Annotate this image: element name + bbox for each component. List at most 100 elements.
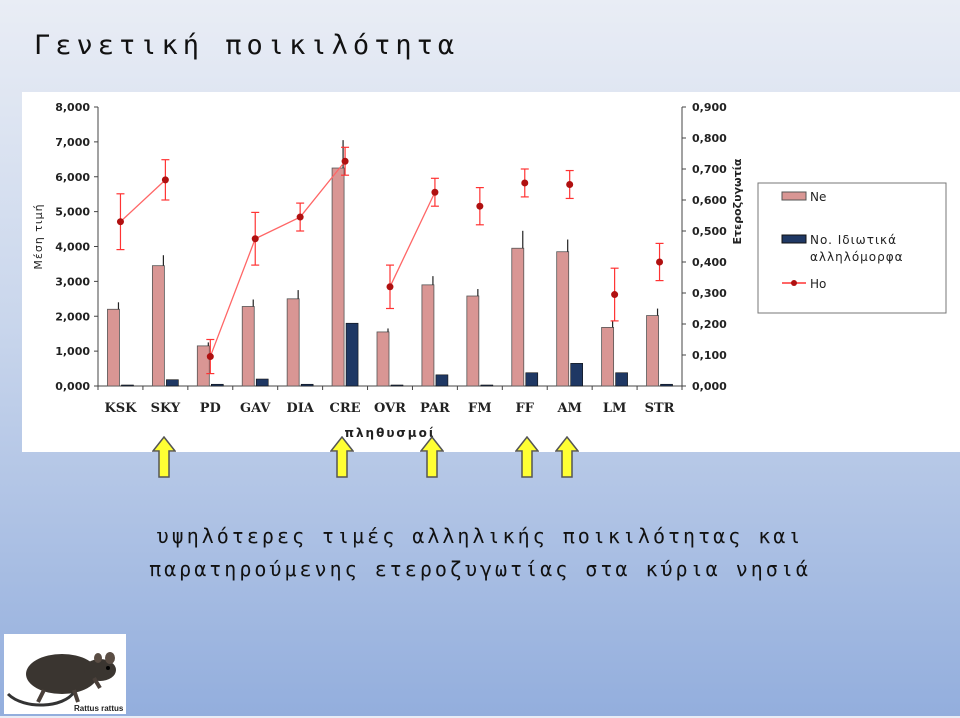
bar-ne: [241, 306, 255, 387]
ho-point: [611, 291, 619, 299]
bar-private-alleles: [525, 372, 539, 387]
bar-ne: [421, 284, 435, 387]
category-label: SKY: [151, 401, 181, 416]
legend-label-private: No. Ιδιωτικά αλληλόμορφα: [810, 233, 904, 264]
legend-label-private-line1: No. Ιδιωτικά: [810, 233, 897, 247]
y-tick-label: 1,000: [55, 345, 90, 358]
y2-tick-label: 0,500: [692, 225, 727, 238]
x-axis-title: πληθυσμοί: [344, 426, 435, 440]
bar-private-alleles: [166, 379, 179, 387]
bar-private-alleles: [435, 374, 449, 387]
legend-label-ho: Ho: [810, 277, 826, 291]
category-label: CRE: [330, 401, 361, 416]
rat-photo: [4, 634, 126, 714]
ho-point: [476, 202, 484, 210]
ho-point: [341, 157, 349, 165]
category-label: AM: [556, 401, 581, 416]
y-tick-label: 4,000: [55, 241, 90, 254]
chart-labels: 0,000 1,000 2,000 3,000 4,000 5,000 6,000 7,000…: [32, 101, 744, 440]
category-label: KSK: [104, 401, 137, 416]
category-label: LM: [603, 401, 627, 416]
legend-marker-ho: [791, 280, 797, 286]
bar-ne: [376, 331, 390, 387]
bar-ne: [286, 298, 300, 387]
bar-private-alleles: [255, 378, 269, 387]
bar-private-alleles: [345, 322, 359, 387]
y2-tick-label: 0,000: [692, 380, 727, 393]
y-tick-label: 6,000: [55, 171, 90, 184]
category-label: PD: [200, 401, 221, 416]
y2-tick-label: 0,800: [692, 132, 727, 145]
bar-private-alleles: [300, 383, 314, 387]
bar-ne: [466, 295, 480, 387]
bar-ne: [331, 167, 345, 387]
bar-ne: [107, 308, 120, 387]
category-label: PAR: [420, 401, 450, 416]
up-arrow-icon: [420, 436, 444, 478]
bar-private-alleles: [211, 383, 224, 387]
up-arrow-icon: [330, 436, 354, 478]
category-label: FF: [516, 401, 535, 416]
y2-tick-label: 0,200: [692, 318, 727, 331]
rat-icon: [6, 652, 116, 707]
y2-tick-label: 0,700: [692, 163, 727, 176]
y-axis-title: Μέση τιμή: [32, 203, 45, 269]
y2-tick-label: 0,600: [692, 194, 727, 207]
ho-point: [251, 235, 259, 243]
ho-point: [206, 353, 214, 361]
ho-point: [656, 258, 664, 266]
ho-point: [521, 179, 529, 187]
y2-tick-label: 0,300: [692, 287, 727, 300]
category-label: GAV: [240, 401, 271, 416]
ho-point: [161, 176, 169, 184]
up-arrow-icon: [152, 436, 176, 478]
ho-point: [431, 188, 439, 196]
y-tick-label: 7,000: [55, 136, 90, 149]
bar-private-alleles: [615, 372, 628, 387]
legend-box: [757, 182, 947, 314]
caption-line-1: υψηλότερες τιμές αλληλικής ποικιλότητας …: [156, 524, 804, 548]
bar-ne: [601, 327, 615, 387]
bar-ne: [196, 345, 210, 387]
ho-point: [116, 218, 124, 226]
ho-line-segment: [209, 160, 346, 357]
chart-legend: Ne No. Ιδιωτικά αλληλόμορφα Ho: [757, 182, 947, 314]
category-label: FM: [468, 401, 492, 416]
legend-swatch-private: [781, 234, 807, 244]
bar-ne: [511, 247, 525, 387]
y-tick-label: 0,000: [55, 380, 90, 393]
bar-private-alleles: [660, 383, 673, 387]
bar-private-alleles: [480, 384, 494, 387]
ho-line-segment: [389, 191, 436, 288]
y-tick-label: 2,000: [55, 310, 90, 323]
ho-line-segment: [120, 179, 166, 223]
y-tick-label: 5,000: [55, 206, 90, 219]
legend-label-ne: Ne: [810, 190, 826, 204]
chart: 0,000 1,000 2,000 3,000 4,000 5,000 6,000 7,000…: [32, 101, 947, 440]
y-tick-label: 3,000: [55, 275, 90, 288]
legend-swatch-ne: [781, 191, 807, 201]
caption-line-2: παρατηρούμενης ετεροζυγωτίας στα κύρια ν…: [149, 557, 811, 581]
bar-private-alleles: [390, 384, 404, 387]
category-label: OVR: [374, 401, 406, 416]
y-tick-label: 8,000: [55, 101, 90, 114]
y2-tick-label: 0,900: [692, 101, 727, 114]
chart-line: [116, 146, 664, 375]
bar-ne: [556, 251, 570, 387]
legend-label-private-line2: αλληλόμορφα: [810, 250, 904, 264]
ho-point: [386, 283, 394, 291]
category-label: DIA: [286, 401, 314, 416]
ho-point: [566, 181, 574, 188]
chart-panel: 0,000 1,000 2,000 3,000 4,000 5,000 6,000 7,000…: [22, 92, 960, 452]
chart-bars: [107, 140, 673, 387]
y2-tick-label: 0,100: [692, 349, 727, 362]
ho-point: [296, 213, 304, 221]
slide-title: Γενετική ποικιλότητα: [34, 30, 460, 61]
bar-private-alleles: [570, 363, 583, 387]
up-arrow-icon: [555, 436, 579, 478]
bar-ne: [151, 265, 165, 387]
chart-axes: [94, 106, 686, 390]
category-label: STR: [645, 401, 675, 416]
image-label: Rattus rattus: [74, 704, 124, 713]
bar-ne: [646, 315, 659, 387]
